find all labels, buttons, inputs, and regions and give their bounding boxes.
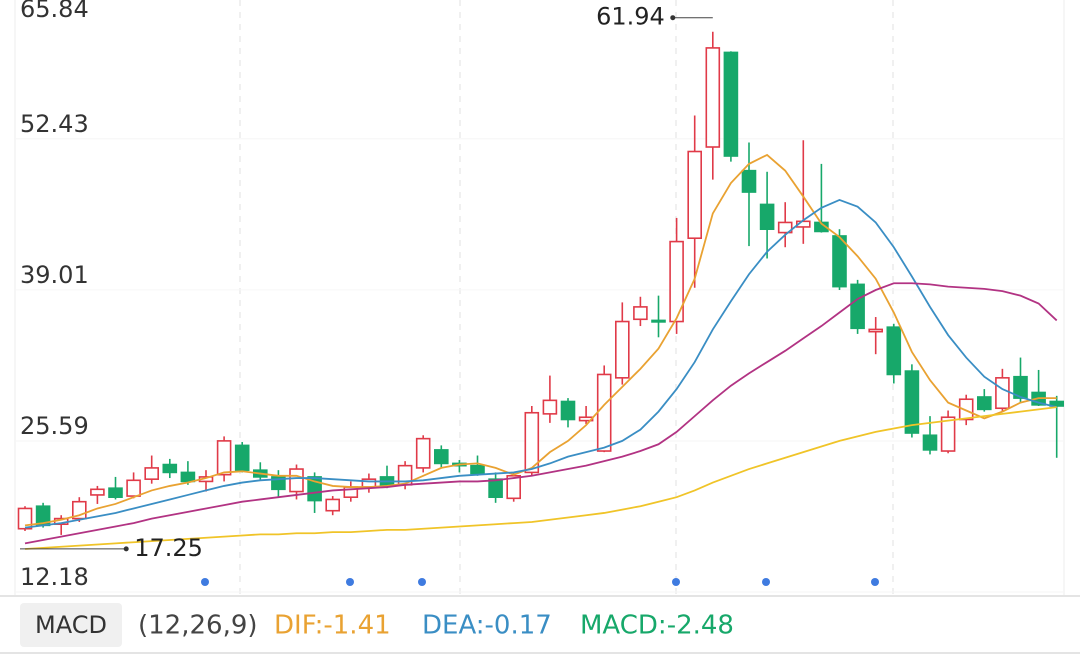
candle-body (433, 449, 449, 465)
candle-body (90, 488, 105, 496)
candle-body (940, 416, 956, 452)
candle-body (325, 498, 341, 512)
candle-body (596, 373, 612, 452)
candle-body (669, 240, 684, 323)
candle-body (723, 51, 739, 157)
vertical-grid (239, 0, 894, 595)
candle-body (995, 377, 1010, 410)
candle-body (216, 440, 232, 476)
plot (15, 15, 1064, 593)
moving-average-line (24, 153, 1057, 527)
y-tick-label: 65.84 (20, 0, 89, 23)
candle-body (922, 434, 938, 451)
candle-body (976, 396, 992, 411)
candle-body (958, 398, 974, 421)
dea-value: DEA:-0.17 (422, 611, 552, 641)
max-dot (670, 15, 676, 21)
indicator-params: (12,26,9) (138, 611, 258, 641)
candle-body (506, 474, 522, 500)
candle-body (850, 283, 865, 330)
indicator-button[interactable] (20, 603, 122, 647)
candle-body (180, 471, 196, 483)
max-label: 61.94 (596, 3, 665, 31)
candle-body (524, 411, 540, 474)
y-tick-label: 25.59 (20, 412, 89, 440)
candle-body (560, 400, 576, 421)
candle-body (108, 487, 123, 498)
candle-body (488, 478, 503, 498)
candle-body (832, 235, 847, 288)
candle-body (17, 507, 33, 530)
candle-body (886, 326, 902, 376)
min-dot (123, 546, 129, 552)
dif-value: DIF:-1.41 (274, 611, 391, 641)
indicator-name[interactable]: MACD (35, 611, 107, 639)
event-dot (871, 578, 879, 586)
candle-body (162, 463, 178, 474)
candle-body (687, 150, 703, 240)
event-dot (762, 578, 770, 586)
y-tick-label: 39.01 (20, 261, 89, 289)
candle-body (705, 47, 721, 148)
candle-body (289, 468, 304, 493)
event-dot (346, 578, 354, 586)
event-dot (201, 578, 209, 586)
candle-body (741, 169, 757, 193)
candle-body (614, 320, 630, 379)
event-markers (201, 578, 879, 586)
candle-body (904, 370, 920, 434)
macd-value: MACD:-2.48 (580, 611, 734, 641)
candle-body (542, 399, 558, 415)
candle-body (759, 203, 775, 231)
y-tick-label: 12.18 (20, 563, 89, 591)
candle-body (126, 479, 141, 497)
candle-body (1049, 400, 1064, 407)
moving-average-line (24, 406, 1057, 550)
candle-body (1013, 375, 1028, 399)
event-dot (418, 578, 426, 586)
candle-body (415, 437, 431, 469)
y-tick-label: 52.43 (20, 110, 89, 138)
candle-body (144, 467, 159, 480)
candle-body (633, 306, 648, 321)
candle-body (777, 221, 793, 234)
event-dot (672, 578, 680, 586)
candle-body (470, 464, 485, 475)
candle-body (234, 444, 250, 471)
candle-body (651, 319, 666, 323)
moving-average-line (24, 198, 1057, 529)
candle-body (868, 328, 884, 333)
moving-average-line (24, 282, 1058, 545)
min-label: 17.25 (134, 534, 203, 562)
